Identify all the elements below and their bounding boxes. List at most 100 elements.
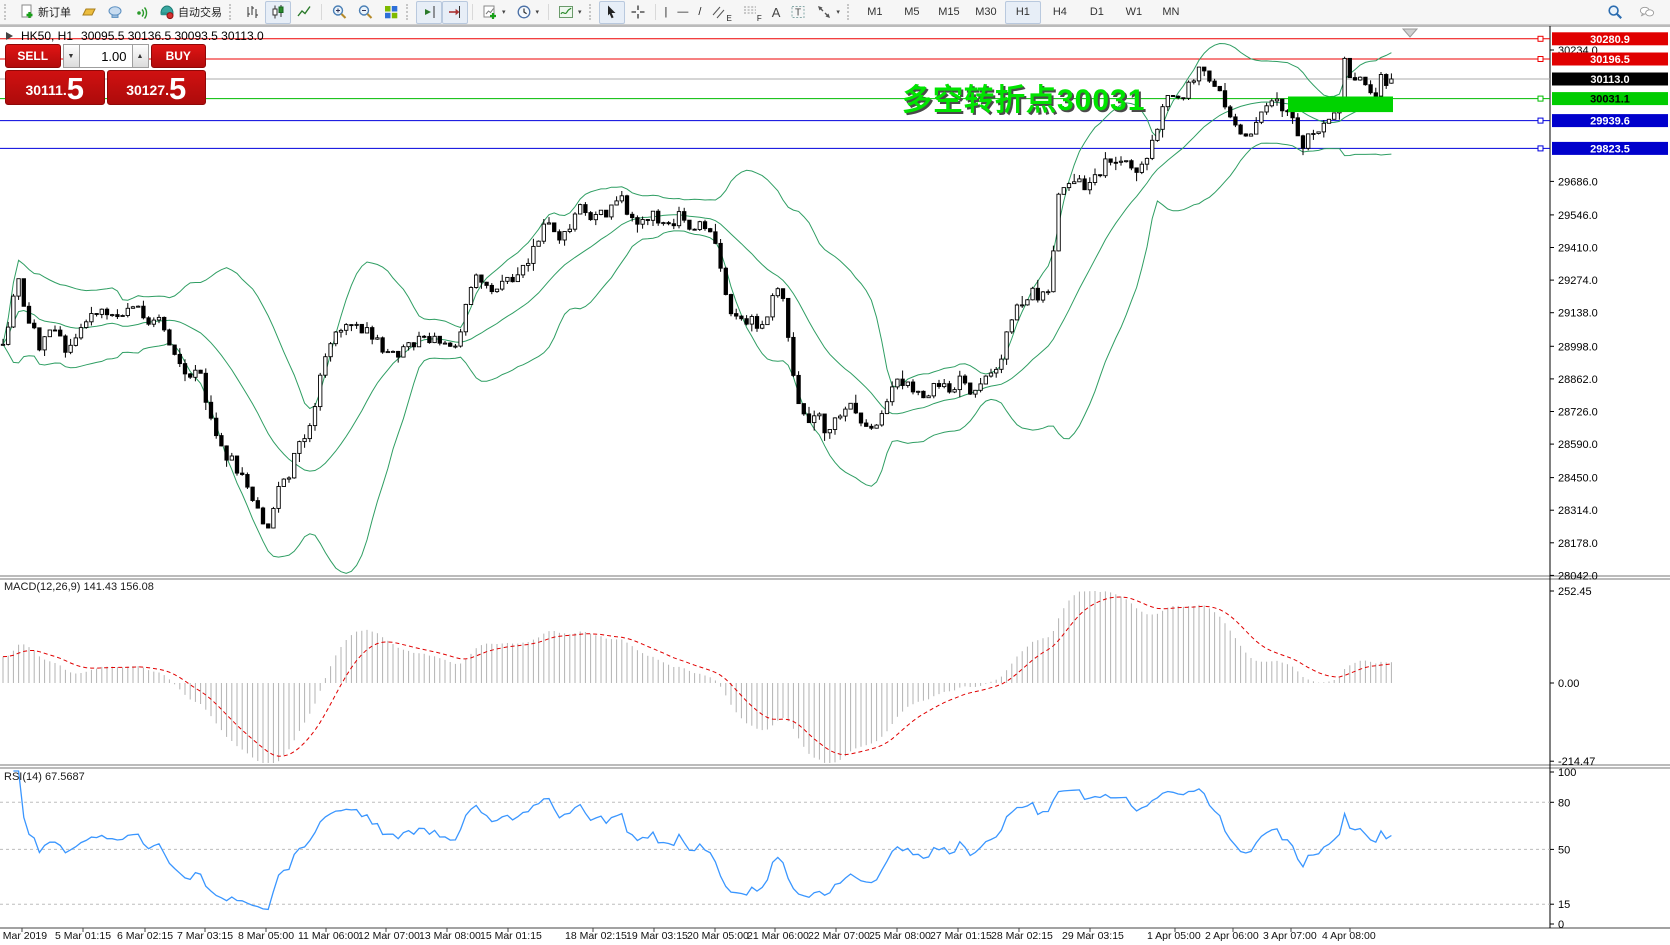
candle-body (52, 329, 58, 332)
candle-body (411, 342, 416, 348)
chart-symbol-period: HK50, H1 (21, 29, 74, 43)
crosshair-tool-button[interactable] (625, 1, 651, 24)
channel-tool[interactable]: E (706, 1, 736, 24)
trendline-glyph: / (698, 6, 702, 18)
toolbar-grip[interactable] (406, 4, 412, 20)
candle-body (812, 415, 817, 424)
trendline-tool[interactable]: / (693, 1, 706, 24)
timeframe-m5-button[interactable]: M5 (904, 6, 920, 18)
candle-body (1358, 76, 1363, 81)
level-marker[interactable] (1537, 117, 1544, 124)
sell-button[interactable]: SELL (5, 44, 61, 68)
terminal-button[interactable] (102, 1, 128, 24)
candle-body (1170, 95, 1176, 97)
candle-body (1118, 160, 1124, 163)
bar-chart-button[interactable] (239, 1, 265, 24)
candle-body (853, 402, 858, 414)
candle-body (858, 412, 864, 424)
level-marker[interactable] (1537, 35, 1544, 42)
zoom-out-button[interactable] (352, 1, 378, 24)
candlestick-chart-icon (272, 5, 284, 19)
chart-shift-button[interactable] (442, 0, 468, 24)
zoom-in-button[interactable] (326, 1, 352, 24)
candle-body (1326, 118, 1332, 124)
channel-icon (713, 6, 725, 19)
level-marker[interactable] (1537, 95, 1544, 102)
candle-body (292, 452, 297, 479)
timeframe-mn-button[interactable]: MN (1162, 6, 1180, 18)
candle-body (250, 486, 255, 501)
timeframe-m1-button[interactable]: M1 (867, 6, 883, 18)
sell-price-button[interactable]: 30111. 5 (5, 70, 105, 105)
rsi-tick-label: 50 (1558, 844, 1570, 856)
timeframe-h4-button[interactable]: H4 (1052, 6, 1067, 18)
dropdown-caret: ▾ (578, 9, 582, 16)
new-order-button[interactable]: 新订单 (14, 1, 76, 24)
timeframe-w1-button[interactable]: W1 (1125, 6, 1143, 18)
bollinger-middle-band (2, 101, 1392, 472)
candlestick-chart-button[interactable] (265, 0, 291, 24)
candle-body (1233, 116, 1238, 126)
autotrading-button[interactable]: 自动交易 (154, 1, 227, 24)
gold-button[interactable] (76, 1, 102, 24)
text-label-tool[interactable]: T (785, 1, 811, 24)
chart-annotation-text[interactable]: 多空转折点30031 (902, 84, 1146, 117)
auto-scroll-button[interactable] (416, 0, 442, 24)
buy-price-button[interactable]: 30127. 5 (106, 70, 206, 105)
new-chart-button[interactable]: ▾ (477, 1, 511, 24)
candle-body (791, 336, 796, 376)
cursor-tool-button[interactable] (598, 0, 625, 24)
price-level-badge-label: 30280.9 (1590, 34, 1630, 46)
candle-body (640, 219, 645, 225)
text-tool[interactable]: A (767, 1, 786, 24)
candle-body (385, 351, 390, 354)
indicators-button[interactable]: ▾ (553, 1, 587, 24)
buy-button[interactable]: BUY (150, 44, 206, 68)
volume-decrease-button[interactable]: ▼ (62, 44, 80, 68)
timeframe-d1-button[interactable]: D1 (1089, 6, 1104, 18)
candle-body (1243, 133, 1248, 137)
candle-body (656, 210, 661, 224)
candle-body (999, 358, 1004, 370)
level-marker[interactable] (1537, 56, 1544, 62)
candle-body (73, 337, 78, 346)
auto-scroll-icon (425, 6, 435, 18)
candle-body (1269, 100, 1274, 107)
candle-body (1368, 84, 1373, 94)
tile-windows-button[interactable] (378, 1, 404, 24)
chat-button[interactable] (1634, 1, 1660, 24)
horizontal-line-tool[interactable]: — (672, 1, 693, 24)
candle-body (1040, 291, 1046, 301)
candle-body (1280, 98, 1285, 112)
new-chart-icon (483, 5, 496, 19)
line-chart-icon (297, 6, 311, 17)
candle-body (978, 383, 983, 391)
candle-body (1347, 57, 1352, 79)
search-button[interactable] (1602, 1, 1628, 24)
fibonacci-tool[interactable]: F (737, 1, 767, 24)
candle-body (983, 375, 988, 385)
candle-body (130, 306, 136, 309)
volume-increase-button[interactable]: ▲ (131, 44, 149, 68)
toolbar-grip[interactable] (229, 4, 235, 20)
line-chart-button[interactable] (291, 1, 317, 24)
signals-button[interactable] (128, 1, 154, 24)
highlight-zone-rect[interactable] (1288, 96, 1393, 113)
candle-body (359, 323, 364, 334)
timeframe-h1-button[interactable]: H1 (1004, 0, 1041, 24)
timeframe-m15-button[interactable]: M15 (938, 6, 960, 18)
level-marker[interactable] (1537, 145, 1544, 152)
toolbar-grip[interactable] (846, 4, 853, 20)
toolbar-grip[interactable] (4, 4, 10, 20)
vertical-line-tool[interactable]: | (660, 1, 673, 24)
candle-body (307, 425, 312, 440)
toolbar-grip[interactable] (588, 4, 595, 20)
date-label: 18 Mar 02:15 (565, 930, 627, 942)
timeframe-m30-button[interactable]: M30 (975, 6, 997, 18)
volume-value[interactable]: 1.00 (79, 44, 132, 68)
candle-body (650, 210, 656, 221)
candle-body (224, 445, 229, 461)
period-button[interactable]: ▾ (511, 1, 545, 24)
arrows-tool[interactable]: ▾ (811, 1, 845, 24)
